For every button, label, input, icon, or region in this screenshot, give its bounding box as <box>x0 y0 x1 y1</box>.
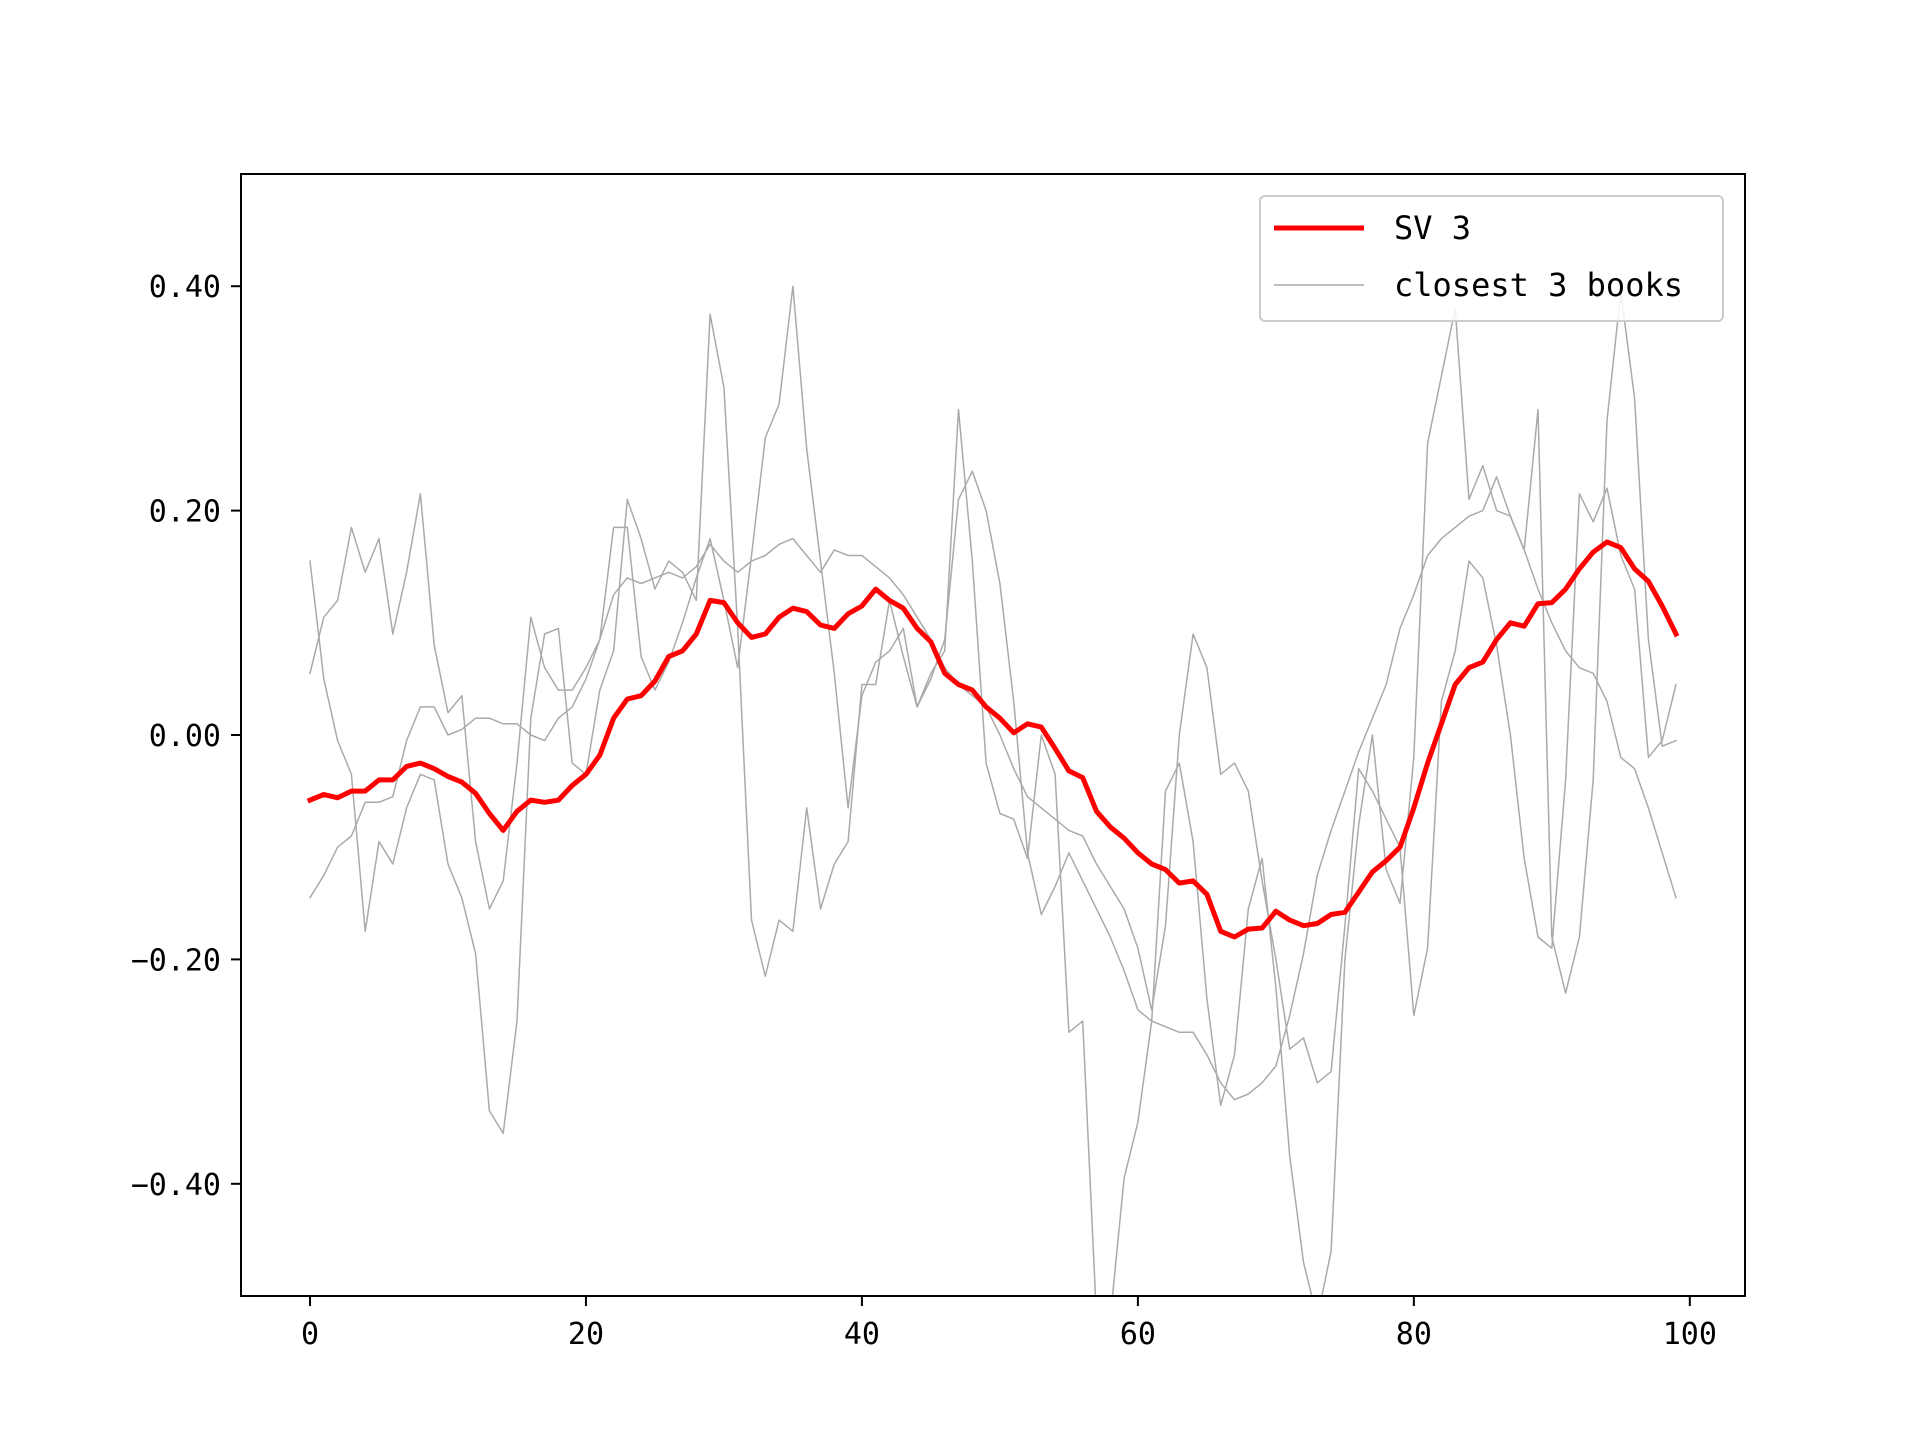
series-line-closest-book-3 <box>308 487 1677 1084</box>
legend-box <box>1259 195 1724 322</box>
series-line-closest-book-2 <box>309 285 1677 1296</box>
legend-label-sv3: SV 3 <box>1394 209 1471 247</box>
series-line-sv3 <box>306 539 1680 940</box>
y-tick-label: 0.20 <box>149 495 221 530</box>
y-tick-label: 0.40 <box>149 270 221 305</box>
y-tick-label: −0.20 <box>131 943 221 978</box>
x-tick-label: 100 <box>1663 1317 1717 1352</box>
y-axis: 0.40 0.20 0.00 −0.20 −0.40 <box>131 270 241 1203</box>
x-tick-label: 80 <box>1396 1317 1432 1352</box>
legend-label-closest-books: closest 3 books <box>1394 266 1683 304</box>
y-tick-label: −0.40 <box>131 1168 221 1203</box>
legend: SV 3 closest 3 books <box>1259 195 1724 322</box>
series-line-closest-book-1 <box>309 313 1677 1135</box>
series-layer <box>306 285 1680 1296</box>
x-tick-label: 20 <box>568 1317 604 1352</box>
x-tick-label: 60 <box>1120 1317 1156 1352</box>
y-tick-label: 0.00 <box>149 719 221 754</box>
x-tick-label: 40 <box>844 1317 880 1352</box>
x-tick-label: 0 <box>301 1317 319 1352</box>
x-axis: 0 20 40 60 80 100 <box>301 1296 1717 1352</box>
